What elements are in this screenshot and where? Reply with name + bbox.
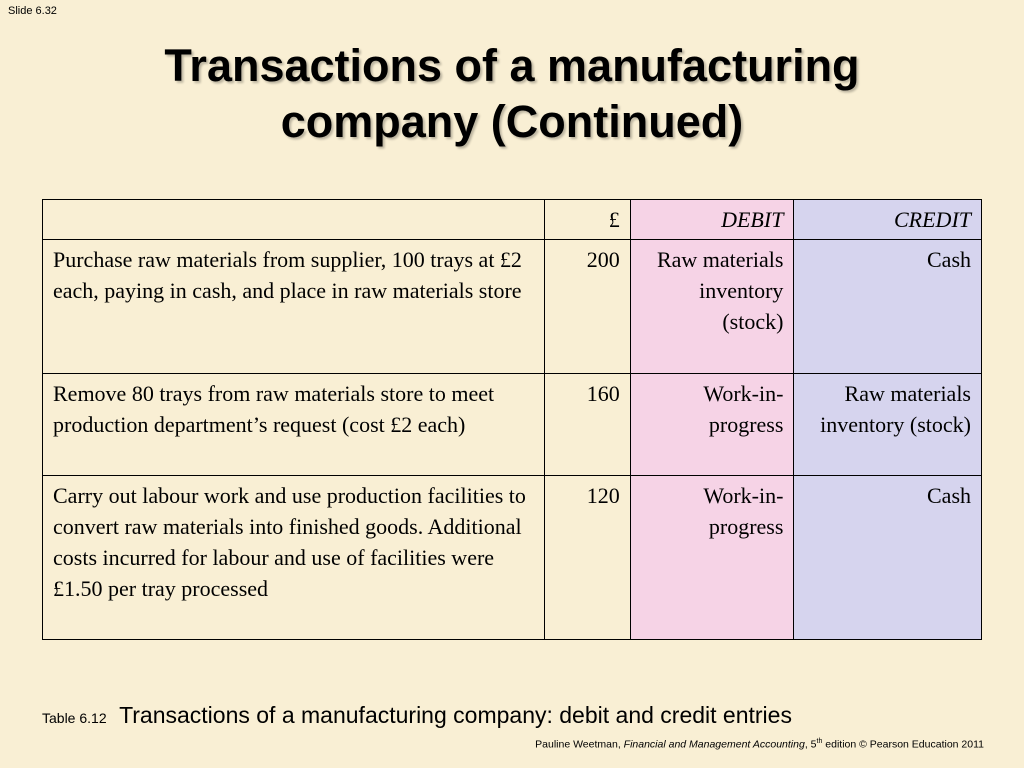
title-line-1: Transactions of a manufacturing [164, 40, 860, 91]
footer-edition-suffix: th [816, 738, 823, 745]
table-row: Purchase raw materials from supplier, 10… [42, 239, 982, 374]
footer-book-title: Financial and Management Accounting [623, 738, 805, 751]
row-amount: 120 [543, 475, 631, 640]
row-amount: 200 [543, 239, 631, 374]
header-description [42, 199, 545, 240]
footer-edition-number: , 5 [804, 738, 817, 751]
row-description: Remove 80 trays from raw materials store… [42, 373, 545, 476]
header-debit: DEBIT [629, 199, 795, 240]
row-debit: Work-in-progress [629, 373, 795, 476]
page-title: Transactions of a manufacturing company … [0, 38, 1024, 150]
row-amount: 160 [543, 373, 631, 476]
transactions-table: £ DEBIT CREDIT Purchase raw materials fr… [42, 199, 982, 640]
footer-author: Pauline Weetman, [535, 738, 624, 751]
caption-text: Transactions of a manufacturing company:… [119, 702, 792, 728]
header-amount: £ [543, 199, 631, 240]
table-caption: Table 6.12 Transactions of a manufacturi… [42, 702, 792, 729]
slide-number: Slide 6.32 [8, 5, 57, 17]
row-description: Purchase raw materials from supplier, 10… [42, 239, 545, 374]
row-debit: Raw materials inventory (stock) [629, 239, 795, 374]
row-credit: Cash [793, 239, 982, 374]
title-line-2: company (Continued) [280, 96, 744, 147]
table-row: Carry out labour work and use production… [42, 475, 982, 640]
table-header-row: £ DEBIT CREDIT [42, 199, 982, 240]
row-debit: Work-in-progress [629, 475, 795, 640]
caption-label: Table 6.12 [42, 710, 107, 726]
copyright-footer: Pauline Weetman, Financial and Managemen… [535, 738, 984, 751]
row-credit: Raw materials inventory (stock) [793, 373, 982, 476]
footer-publisher: edition © Pearson Education 2011 [822, 738, 984, 751]
row-credit: Cash [793, 475, 982, 640]
header-credit: CREDIT [793, 199, 982, 240]
table-row: Remove 80 trays from raw materials store… [42, 373, 982, 476]
row-description: Carry out labour work and use production… [42, 475, 545, 640]
